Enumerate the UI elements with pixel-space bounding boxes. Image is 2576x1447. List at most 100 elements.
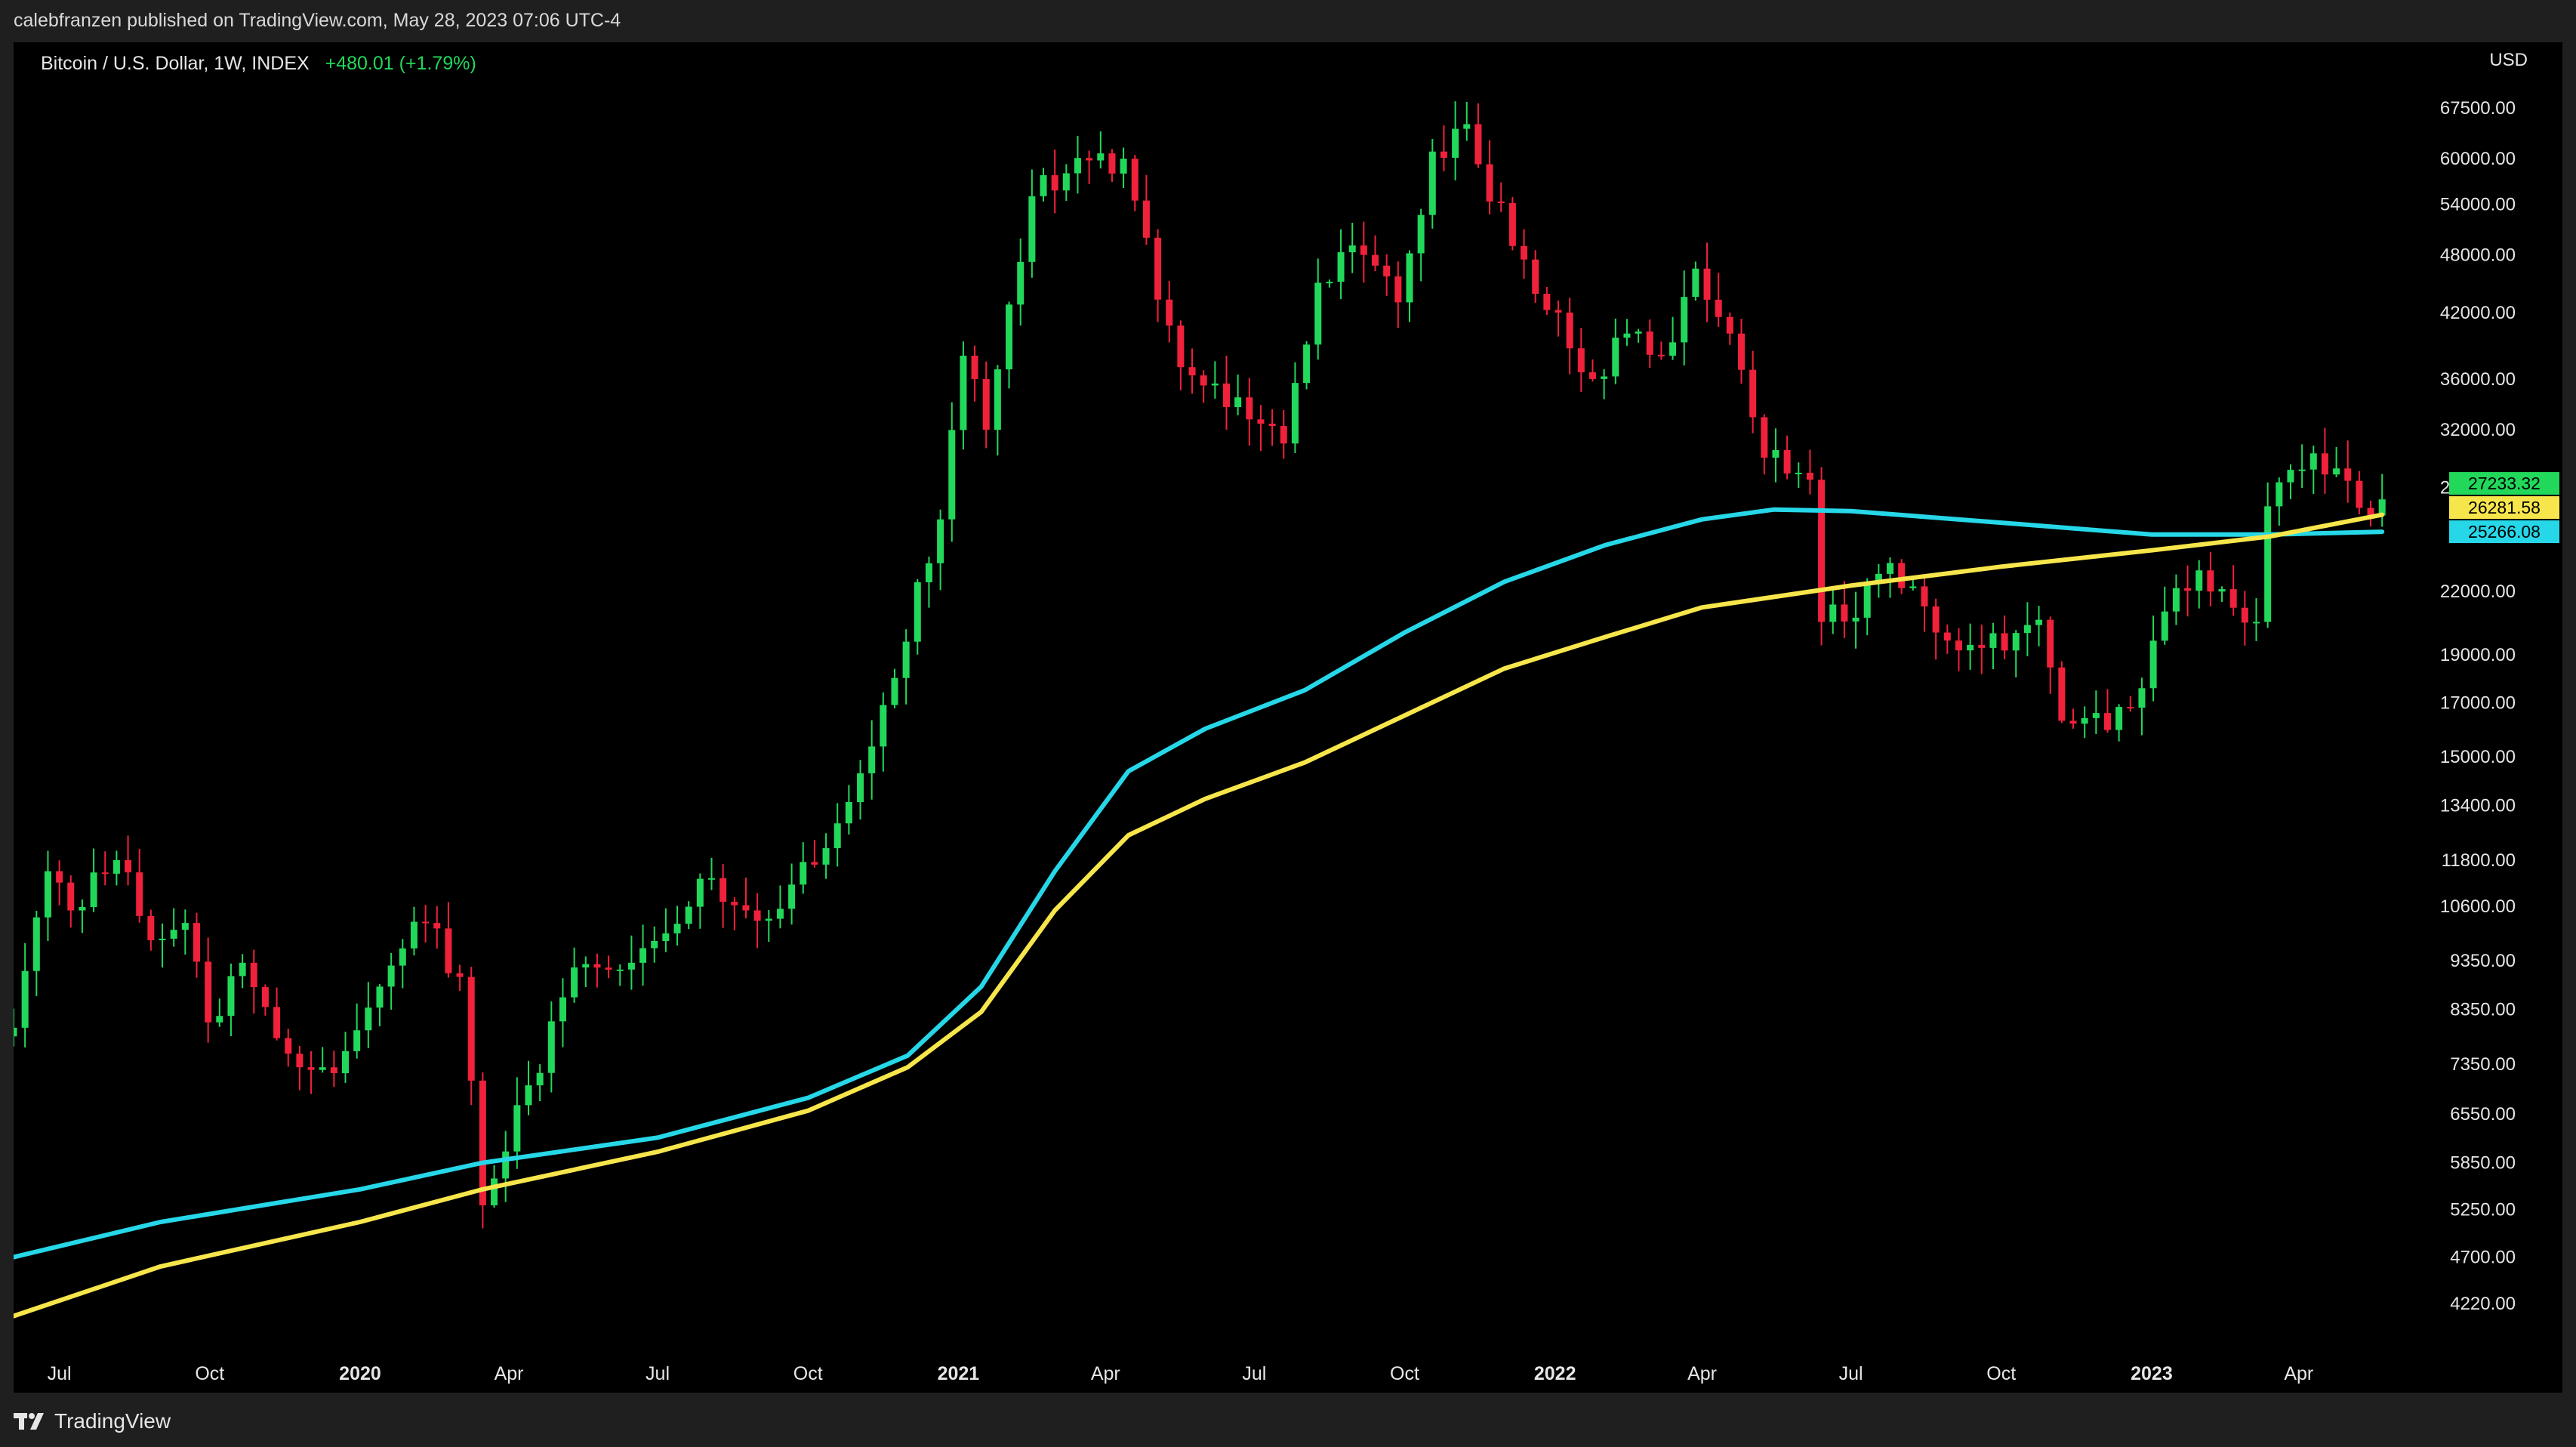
symbol-name[interactable]: Bitcoin / U.S. Dollar, 1W, INDEX — [41, 53, 310, 74]
candle-body — [1086, 158, 1093, 161]
moving-average-line-2[interactable] — [14, 512, 2385, 1319]
y-tick-label: 48000.00 — [2440, 245, 2516, 266]
candle-body — [1246, 397, 1253, 420]
y-tick-label: 5250.00 — [2450, 1199, 2516, 1220]
y-tick-label: 4700.00 — [2450, 1248, 2516, 1268]
candle-body — [639, 948, 647, 963]
candle-body — [1657, 354, 1665, 356]
candle-body — [1795, 472, 1802, 474]
candle-body — [845, 802, 852, 824]
candle-body — [1314, 282, 1322, 345]
candle-body — [101, 872, 109, 875]
candle-body — [1521, 245, 1528, 260]
candle-body — [1989, 633, 1997, 648]
x-tick-label: Jul — [48, 1363, 72, 1384]
candle-body — [1497, 201, 1505, 203]
candle-body — [1200, 375, 1207, 386]
currency-label[interactable]: USD — [2489, 50, 2528, 70]
tradingview-brand[interactable]: TradingView — [14, 1409, 171, 1433]
x-tick-label: Apr — [495, 1363, 524, 1384]
y-tick-label: 5850.00 — [2450, 1153, 2516, 1174]
candle-body — [1921, 586, 1928, 606]
candle-body — [376, 986, 384, 1008]
y-tick-label: 36000.00 — [2440, 369, 2516, 390]
candle-body — [2035, 619, 2043, 625]
y-tick-label: 10600.00 — [2440, 896, 2516, 917]
candle-body — [2172, 588, 2180, 612]
candle-body — [136, 872, 143, 916]
candle-body — [1715, 299, 1722, 317]
candle-body — [1097, 153, 1105, 161]
candle-body — [1932, 606, 1940, 633]
candle-body — [1955, 640, 1962, 651]
candle-body — [2138, 688, 2146, 708]
candle-body — [2161, 611, 2168, 641]
y-tick-label: 6550.00 — [2450, 1104, 2516, 1125]
candle-body — [1337, 252, 1345, 282]
candle-body — [1360, 245, 1367, 255]
candle-body — [181, 923, 189, 930]
candle-body — [1074, 158, 1081, 174]
candle-body — [1532, 259, 1539, 295]
candle-body — [1348, 245, 1356, 253]
candle-body — [1612, 338, 1619, 377]
candle-body — [1761, 417, 1768, 458]
symbol-header[interactable]: Bitcoin / U.S. Dollar, 1W, INDEX +480.01… — [41, 53, 476, 75]
candle-body — [513, 1105, 521, 1152]
candle-body — [1108, 153, 1116, 174]
price-label-box — [2449, 472, 2559, 495]
candle-body — [2378, 499, 2386, 516]
candle-body — [330, 1067, 337, 1074]
candle-body — [1383, 265, 1391, 277]
x-tick-label: 2023 — [2131, 1363, 2173, 1384]
candle-body — [193, 923, 200, 962]
candle-body — [914, 582, 921, 642]
candle-body — [1017, 261, 1025, 305]
candle-body — [1051, 175, 1058, 191]
candle-body — [14, 1027, 17, 1037]
candle-body — [685, 906, 692, 924]
candle-body — [1669, 342, 1677, 356]
candle-body — [1372, 255, 1379, 266]
candle-body — [2127, 707, 2134, 709]
candle-body — [2287, 470, 2294, 483]
candle-body — [205, 961, 212, 1023]
candle-body — [2344, 468, 2352, 481]
candle-body — [90, 872, 97, 908]
candle-body — [559, 997, 566, 1022]
y-tick-label: 60000.00 — [2440, 149, 2516, 169]
candle-body — [2276, 482, 2283, 507]
candle-body — [1887, 563, 1894, 574]
candle-body — [239, 962, 246, 976]
candle-body — [1737, 333, 1745, 370]
x-tick-label: Apr — [1687, 1363, 1717, 1384]
candle-body — [1428, 151, 1436, 215]
candle-body — [1588, 372, 1596, 379]
chart-panel[interactable]: 67500.00 60000.00 54000.00 48000.00 42000.00… — [14, 42, 2562, 1393]
candle-body — [2241, 607, 2248, 623]
y-tick-label: 42000.00 — [2440, 303, 2516, 323]
candle-body — [365, 1007, 372, 1031]
candle-body — [170, 930, 177, 939]
moving-average-line-1[interactable] — [14, 507, 2385, 1260]
candle-body — [1508, 202, 1516, 246]
candle-body — [1909, 586, 1917, 588]
y-tick-label: 32000.00 — [2440, 420, 2516, 440]
price-label-value: 26281.58 — [2468, 498, 2541, 517]
candle-body — [399, 948, 406, 966]
y-tick-label: 7350.00 — [2450, 1054, 2516, 1075]
candle-body — [1543, 294, 1551, 310]
candle-body — [56, 871, 63, 883]
price-chart[interactable]: 67500.00 60000.00 54000.00 48000.00 42000.00… — [14, 42, 2562, 1393]
candle-body — [79, 907, 86, 911]
candle-body — [1440, 151, 1447, 158]
candle-body — [547, 1021, 555, 1073]
candle-body — [742, 905, 750, 911]
tradingview-logo-icon — [14, 1413, 44, 1430]
y-tick-label: 4220.00 — [2450, 1294, 2516, 1314]
candle-body — [2081, 717, 2088, 724]
candle-body — [788, 884, 796, 909]
candle-body — [1222, 383, 1230, 408]
candle-body — [1601, 376, 1608, 379]
candle-body — [1257, 419, 1265, 424]
